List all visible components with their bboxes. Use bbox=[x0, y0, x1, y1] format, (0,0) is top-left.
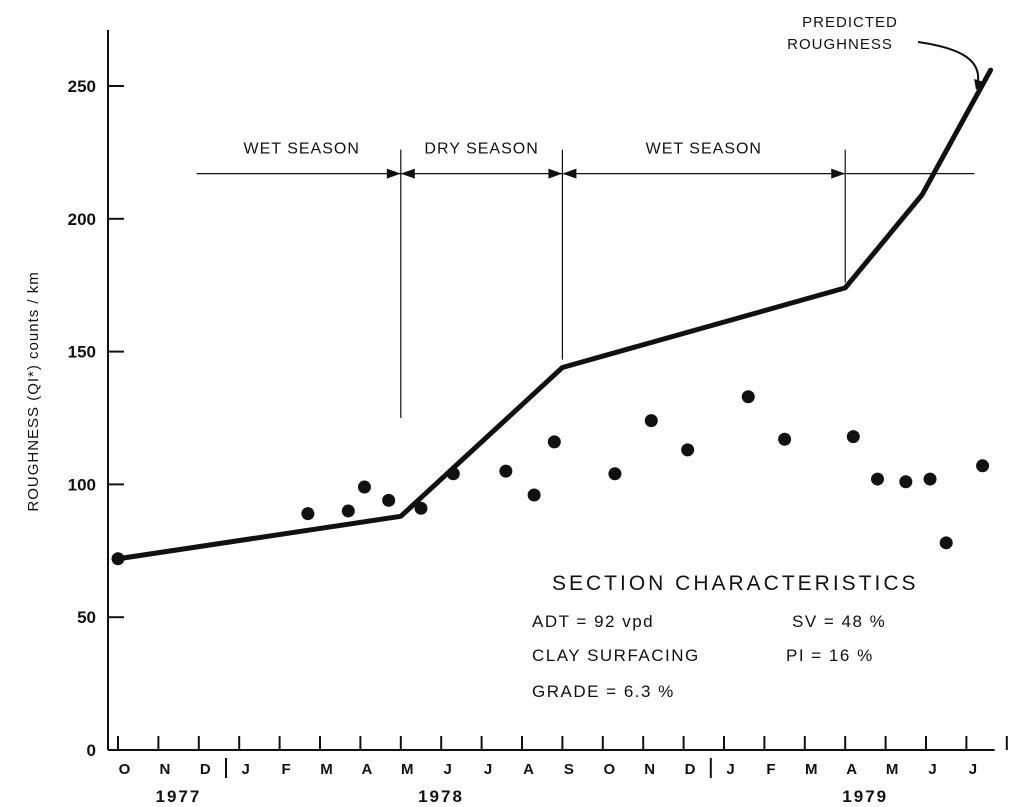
season-label: WET SEASON bbox=[646, 141, 762, 158]
y-axis-label: ROUGHNESS (QI*) counts / km bbox=[25, 271, 42, 511]
section-surfacing: CLAY SURFACING bbox=[532, 646, 700, 665]
y-tick-label: 50 bbox=[77, 608, 96, 627]
data-point bbox=[923, 472, 937, 486]
labels: 0 50 100 150 200 250 O N D J F M A M J J A S O N D J F M A M J J 197… bbox=[68, 77, 978, 806]
x-month-label: A bbox=[523, 761, 535, 778]
x-month-label: J bbox=[484, 761, 493, 778]
y-tick-label: 0 bbox=[87, 741, 96, 760]
data-point bbox=[644, 414, 658, 428]
season-arrowhead bbox=[831, 168, 846, 179]
data-point bbox=[446, 467, 460, 481]
predicted-roughness-line bbox=[115, 67, 994, 562]
series-layer bbox=[111, 67, 994, 566]
x-month-label: J bbox=[726, 761, 735, 778]
x-month-label: F bbox=[766, 761, 776, 778]
axes bbox=[107, 30, 995, 751]
x-month-label: O bbox=[119, 761, 132, 778]
data-point bbox=[939, 536, 953, 550]
annotation-line-2: ROUGHNESS bbox=[787, 36, 893, 53]
y-tick-label: 150 bbox=[68, 343, 96, 362]
x-month-label: S bbox=[564, 761, 575, 778]
season-arrowhead bbox=[386, 168, 401, 179]
x-year-label: 1979 bbox=[842, 787, 888, 806]
section-grade: GRADE = 6.3 % bbox=[532, 682, 675, 701]
data-point bbox=[871, 472, 885, 486]
section-title: SECTION CHARACTERISTICS bbox=[552, 572, 919, 595]
x-month-label: M bbox=[805, 761, 819, 778]
section-adt: ADT = 92 vpd bbox=[532, 612, 654, 631]
x-month-label: A bbox=[361, 761, 373, 778]
data-point bbox=[341, 504, 355, 518]
tick-marks bbox=[108, 85, 1008, 778]
data-point bbox=[414, 501, 428, 515]
x-month-label: J bbox=[969, 761, 978, 778]
season-arrowhead bbox=[562, 168, 577, 179]
y-tick-label: 100 bbox=[68, 475, 96, 494]
x-year-label: 1978 bbox=[418, 787, 464, 806]
section-characteristics: SECTION CHARACTERISTICS ADT = 92 vpd SV … bbox=[532, 572, 919, 701]
data-point bbox=[382, 493, 396, 507]
x-month-label: N bbox=[644, 761, 656, 778]
data-point bbox=[681, 443, 695, 457]
x-month-label: J bbox=[444, 761, 453, 778]
section-pi: PI = 16 % bbox=[786, 646, 874, 665]
x-month-label: J bbox=[242, 761, 251, 778]
x-month-label: A bbox=[846, 761, 858, 778]
season-bands bbox=[196, 149, 975, 418]
x-month-label: N bbox=[159, 761, 171, 778]
annotation-line-1: PREDICTED bbox=[802, 14, 898, 31]
x-year-label: 1977 bbox=[155, 787, 201, 806]
season-arrowhead bbox=[400, 168, 415, 179]
section-sv: SV = 48 % bbox=[792, 612, 886, 631]
data-point bbox=[976, 459, 990, 473]
season-label: DRY SEASON bbox=[424, 141, 538, 158]
data-point bbox=[899, 475, 913, 489]
season-label: WET SEASON bbox=[244, 141, 360, 158]
data-point bbox=[301, 507, 315, 521]
x-month-label: D bbox=[200, 761, 212, 778]
data-point bbox=[741, 390, 755, 404]
data-point bbox=[111, 552, 125, 566]
annotation-arrow bbox=[917, 41, 984, 90]
x-month-label: O bbox=[603, 761, 616, 778]
x-month-label: J bbox=[928, 761, 937, 778]
x-month-label: F bbox=[282, 761, 292, 778]
data-point bbox=[527, 488, 541, 502]
data-point bbox=[778, 432, 792, 446]
data-point bbox=[357, 480, 371, 494]
x-month-label: M bbox=[886, 761, 900, 778]
x-month-label: M bbox=[401, 761, 415, 778]
data-point bbox=[846, 430, 860, 444]
season-arrowhead bbox=[548, 168, 563, 179]
x-month-label: D bbox=[685, 761, 697, 778]
data-point bbox=[608, 467, 622, 481]
y-tick-label: 250 bbox=[68, 77, 96, 96]
data-point bbox=[547, 435, 561, 449]
y-tick-label: 200 bbox=[68, 210, 96, 229]
x-month-label: M bbox=[320, 761, 334, 778]
data-point bbox=[499, 464, 513, 478]
